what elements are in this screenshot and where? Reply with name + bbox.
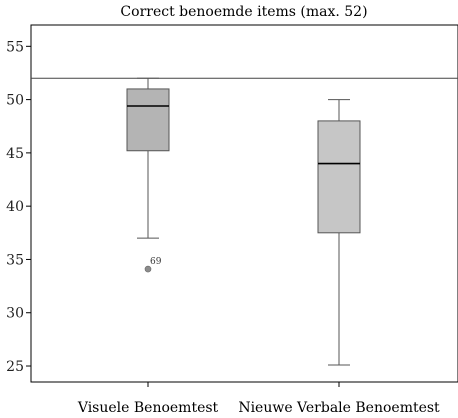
box-iqr bbox=[317, 120, 361, 234]
boxes-group: 69 bbox=[126, 77, 361, 366]
x-axis: Visuele Benoemtest Nieuwe Verbale Benoemt… bbox=[77, 382, 440, 416]
box-iqr bbox=[126, 88, 170, 152]
y-tick-label: 55 bbox=[6, 39, 24, 55]
y-tick-label: 40 bbox=[6, 199, 24, 215]
y-tick-label: 50 bbox=[6, 93, 24, 109]
x-category-label: Visuele Benoemtest bbox=[77, 400, 219, 416]
outlier-label: 69 bbox=[150, 257, 162, 267]
plot-area-frame bbox=[30, 24, 458, 383]
box-2 bbox=[317, 99, 361, 366]
y-axis: 25 30 35 40 45 50 55 bbox=[6, 39, 31, 375]
y-tick-label: 30 bbox=[6, 306, 24, 322]
y-tick-label: 25 bbox=[6, 359, 24, 375]
y-tick-label: 45 bbox=[6, 146, 24, 162]
outlier-point bbox=[144, 265, 152, 273]
chart-title: Correct benoemde items (max. 52) bbox=[120, 4, 367, 20]
x-category-label: Nieuwe Verbale Benoemtest bbox=[238, 400, 440, 416]
box-1: 69 bbox=[126, 77, 170, 273]
y-tick-label: 35 bbox=[6, 252, 24, 268]
